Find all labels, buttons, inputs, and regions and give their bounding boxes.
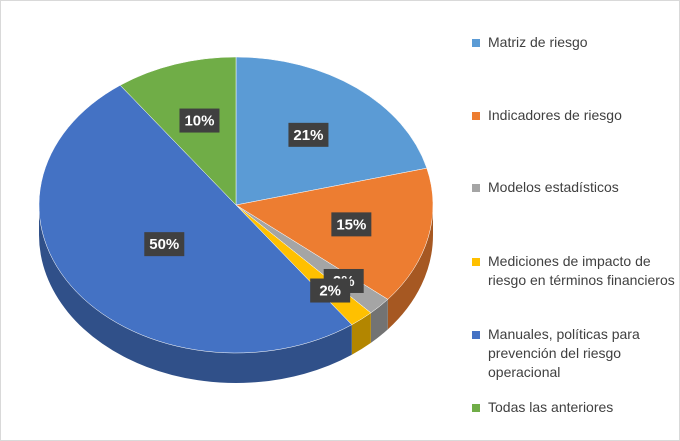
- data-label-bg: [288, 122, 329, 147]
- legend-item: Manuales, políticas para prevención del …: [470, 325, 675, 382]
- data-label: 15%: [336, 216, 366, 233]
- data-label: 2%: [319, 282, 341, 299]
- slice-side: [370, 299, 388, 343]
- legend-swatch: [472, 258, 480, 266]
- data-label-bg: [144, 232, 185, 257]
- legend-swatch: [472, 184, 480, 192]
- data-label: 50%: [149, 236, 179, 253]
- slice-side: [387, 205, 433, 330]
- data-label-bg: [179, 108, 220, 133]
- slice-side: [351, 312, 371, 355]
- legend-swatch: [472, 39, 480, 47]
- legend-item: Todas las anteriores: [470, 398, 675, 417]
- slice: [38, 84, 353, 354]
- data-label: 10%: [184, 113, 214, 130]
- legend-item: Mediciones de impacto de riesgo en térmi…: [470, 252, 675, 290]
- data-label-bg: [310, 278, 351, 303]
- legend-item: Modelos estadísticos: [470, 178, 675, 197]
- data-label: 21%: [293, 127, 323, 144]
- slice: [119, 56, 237, 206]
- legend-item: Indicadores de riesgo: [470, 106, 675, 125]
- legend-swatch: [472, 404, 480, 412]
- legend-label: Todas las anteriores: [488, 399, 614, 415]
- legend-swatch: [472, 331, 480, 339]
- slice-side: [39, 205, 352, 383]
- legend-label: Indicadores de riesgo: [488, 107, 622, 123]
- legend-label: Modelos estadísticos: [488, 179, 619, 195]
- legend-label: Manuales, políticas para prevención del …: [488, 326, 640, 380]
- data-label-bg: [331, 212, 372, 237]
- legend-swatch: [472, 112, 480, 120]
- slice: [235, 56, 428, 206]
- legend-item: Matriz de riesgo: [470, 33, 675, 52]
- legend-label: Mediciones de impacto de riesgo en térmi…: [488, 253, 675, 288]
- legend-label: Matriz de riesgo: [488, 34, 588, 50]
